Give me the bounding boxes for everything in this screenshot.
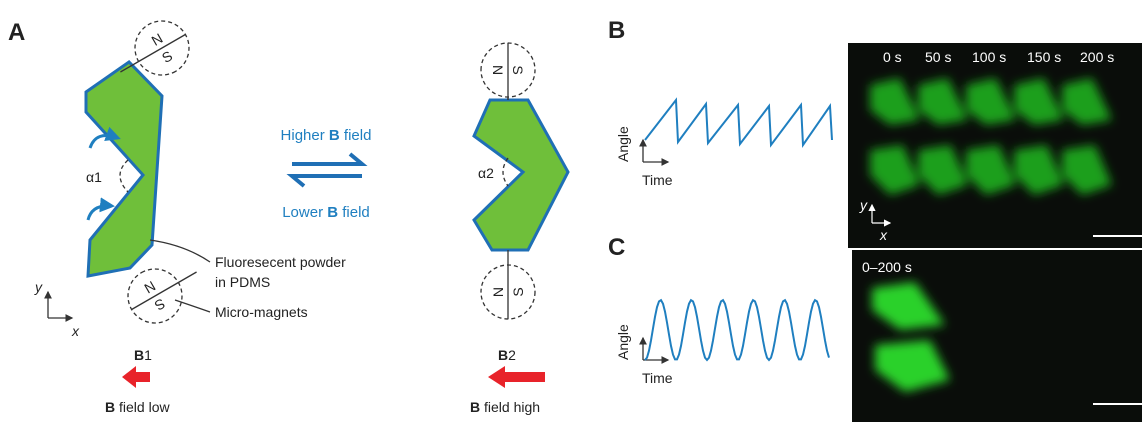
- label: S: [159, 47, 175, 66]
- axis-label: x: [71, 323, 80, 339]
- timestamp: 0 s: [883, 49, 902, 65]
- text-part: B: [105, 399, 115, 415]
- panel-label: B: [608, 17, 625, 44]
- text-part: B: [327, 204, 338, 221]
- axis-label: Angle: [615, 126, 631, 162]
- magnet: S N: [481, 43, 535, 100]
- label: S: [510, 65, 526, 74]
- text-part: B: [329, 127, 340, 144]
- label: N: [490, 65, 506, 75]
- text-part: 1: [144, 347, 152, 363]
- figure: A B C α1 N S S N Fluoresecent powder in …: [0, 0, 1142, 422]
- equilibrium-arrow: [292, 176, 362, 186]
- axis-label: Time: [642, 172, 673, 188]
- text-part: field: [338, 204, 370, 221]
- sawtooth: [645, 100, 832, 145]
- field-caption: B field low: [105, 399, 170, 415]
- field-label: B2: [498, 347, 516, 363]
- axis-label: x: [879, 227, 888, 243]
- angle-arc: [120, 160, 128, 192]
- timestamp: 0–200 s: [862, 259, 912, 275]
- label: N: [490, 287, 506, 297]
- annotation: Micro-magnets: [215, 304, 308, 320]
- text-part: 2: [508, 347, 516, 363]
- timestamp: 50 s: [925, 49, 951, 65]
- axis-label: y: [34, 279, 43, 295]
- timestamp: 200 s: [1080, 49, 1114, 65]
- field-arrow: [488, 366, 545, 388]
- transition-label: Higher B field: [281, 127, 372, 144]
- text-part: Higher: [281, 127, 329, 144]
- axis-label: Angle: [615, 324, 631, 360]
- sine-wave: [645, 300, 829, 360]
- text-part: field low: [115, 399, 170, 415]
- timestamp: 100 s: [972, 49, 1006, 65]
- label: S: [152, 295, 168, 314]
- text-part: field high: [480, 399, 540, 415]
- label: N: [142, 278, 159, 297]
- leader-line: [150, 240, 210, 262]
- angle-label: α2: [478, 165, 494, 181]
- label: S: [510, 287, 526, 296]
- transition-label: Lower B field: [282, 204, 370, 221]
- text-part: Lower: [282, 204, 327, 221]
- text-part: field: [340, 127, 372, 144]
- magnet: N S: [481, 250, 535, 319]
- text-part: B: [134, 347, 144, 363]
- annotation: Fluoresecent powder: [215, 254, 346, 270]
- annotation: in PDMS: [215, 274, 270, 290]
- panel-label: C: [608, 234, 625, 261]
- axis-label: Time: [642, 370, 673, 386]
- text-part: B: [498, 347, 508, 363]
- equilibrium-arrow: [292, 154, 362, 164]
- micrograph: [852, 250, 1142, 422]
- text-part: B: [470, 399, 480, 415]
- angle-label: α1: [86, 169, 102, 185]
- panel-label: A: [8, 19, 25, 46]
- label: N: [149, 30, 166, 49]
- timestamp: 150 s: [1027, 49, 1061, 65]
- field-label: B1: [134, 347, 152, 363]
- field-caption: B field high: [470, 399, 540, 415]
- axis-label: y: [859, 197, 868, 213]
- field-arrow: [122, 366, 150, 388]
- micrograph: [848, 43, 1142, 248]
- shape: [178, 272, 196, 283]
